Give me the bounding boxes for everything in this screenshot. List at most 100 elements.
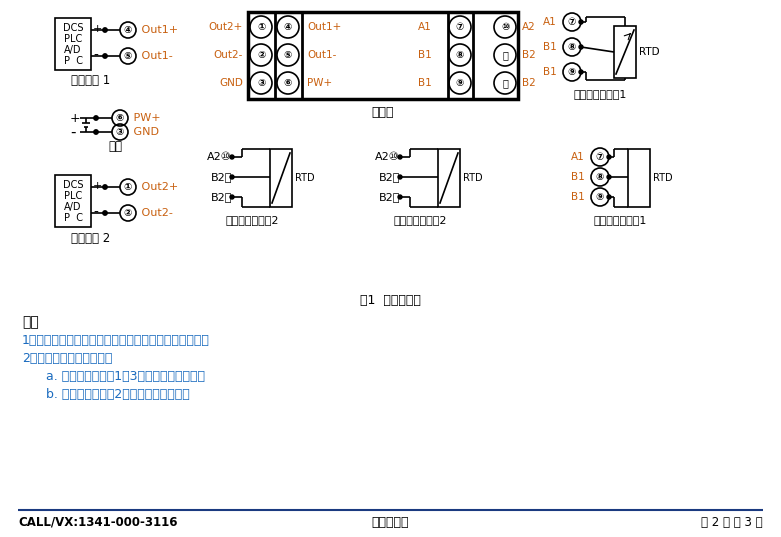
Text: b. 输出最小值：与2脚相连的导线断线。: b. 输出最小值：与2脚相连的导线断线。 bbox=[22, 388, 190, 401]
Text: 信号输出 2: 信号输出 2 bbox=[71, 231, 111, 244]
Circle shape bbox=[230, 195, 234, 199]
Text: Out1-: Out1- bbox=[138, 51, 173, 61]
Text: ⑤: ⑤ bbox=[284, 50, 292, 60]
Text: Out2-: Out2- bbox=[214, 50, 243, 60]
Bar bbox=[270, 149, 292, 207]
Circle shape bbox=[579, 45, 583, 49]
Text: ⑥: ⑥ bbox=[284, 78, 292, 88]
Text: ⑤: ⑤ bbox=[124, 51, 132, 61]
Text: PLC: PLC bbox=[64, 34, 82, 44]
Text: DCS: DCS bbox=[62, 23, 84, 33]
Text: B1: B1 bbox=[418, 78, 432, 88]
Text: +: + bbox=[93, 24, 102, 34]
Text: ⑨: ⑨ bbox=[596, 192, 604, 202]
Text: 电源: 电源 bbox=[108, 140, 122, 153]
Circle shape bbox=[94, 130, 98, 134]
Text: B2⑫: B2⑫ bbox=[211, 192, 232, 202]
Circle shape bbox=[103, 185, 107, 189]
Text: 注：: 注： bbox=[22, 315, 39, 329]
Text: ③: ③ bbox=[116, 127, 124, 137]
Circle shape bbox=[398, 195, 402, 199]
Text: GND: GND bbox=[219, 78, 243, 88]
Circle shape bbox=[230, 175, 234, 179]
Text: ⑧: ⑧ bbox=[456, 50, 464, 60]
Text: 顶视图: 顶视图 bbox=[372, 106, 394, 120]
Text: ⑨: ⑨ bbox=[568, 67, 576, 77]
Circle shape bbox=[230, 155, 234, 159]
Text: ⑨: ⑨ bbox=[456, 78, 464, 88]
Circle shape bbox=[579, 20, 583, 24]
Text: A2: A2 bbox=[522, 22, 536, 32]
Text: 深圳晨安瑞: 深圳晨安瑞 bbox=[371, 516, 408, 528]
Text: 两线热电阻输入1: 两线热电阻输入1 bbox=[594, 215, 647, 225]
Text: A1: A1 bbox=[571, 152, 585, 162]
Bar bbox=[55, 18, 91, 70]
Text: PW+: PW+ bbox=[130, 113, 161, 123]
Text: a. 输出最大值：与1或3脚相连的导线断线；: a. 输出最大值：与1或3脚相连的导线断线； bbox=[22, 369, 205, 382]
Bar bbox=[614, 26, 636, 78]
Text: ⑧: ⑧ bbox=[568, 42, 576, 52]
Text: RTD: RTD bbox=[653, 173, 672, 183]
Bar bbox=[248, 12, 518, 99]
Text: Out2-: Out2- bbox=[138, 208, 173, 218]
Text: B1: B1 bbox=[418, 50, 432, 60]
Text: ⑪: ⑪ bbox=[502, 50, 508, 60]
Circle shape bbox=[579, 70, 583, 74]
Text: ④: ④ bbox=[124, 25, 132, 35]
Text: ②: ② bbox=[124, 208, 132, 218]
Text: Out1+: Out1+ bbox=[138, 25, 178, 35]
Circle shape bbox=[94, 116, 98, 120]
Text: B2⑪: B2⑪ bbox=[379, 172, 400, 182]
Text: +: + bbox=[93, 181, 102, 191]
Circle shape bbox=[607, 195, 611, 199]
Text: -: - bbox=[70, 125, 76, 140]
Text: P  C: P C bbox=[63, 213, 83, 223]
Text: Out2+: Out2+ bbox=[209, 22, 243, 32]
Text: ②: ② bbox=[257, 50, 265, 60]
Text: A/D: A/D bbox=[64, 202, 82, 212]
Text: Out1-: Out1- bbox=[307, 50, 337, 60]
Text: 1、两线，三线或四线热电阻输入时，分别参看接线图。: 1、两线，三线或四线热电阻输入时，分别参看接线图。 bbox=[22, 333, 210, 346]
Text: 2、三线热电阻断线检测：: 2、三线热电阻断线检测： bbox=[22, 352, 112, 365]
Text: 三线热电阻输入2: 三线热电阻输入2 bbox=[394, 215, 447, 225]
Text: A1: A1 bbox=[544, 17, 557, 27]
Circle shape bbox=[607, 155, 611, 159]
Text: 两线热电阻输入2: 两线热电阻输入2 bbox=[225, 215, 279, 225]
Text: B2⑫: B2⑫ bbox=[379, 192, 400, 202]
Text: RTD: RTD bbox=[295, 173, 315, 183]
Text: ⑫: ⑫ bbox=[502, 78, 508, 88]
Text: B2: B2 bbox=[522, 50, 536, 60]
Circle shape bbox=[103, 28, 107, 32]
Text: -: - bbox=[93, 49, 98, 63]
Circle shape bbox=[398, 155, 402, 159]
Text: GND: GND bbox=[130, 127, 159, 137]
Bar bbox=[438, 149, 460, 207]
Bar bbox=[628, 149, 650, 207]
Circle shape bbox=[103, 211, 107, 215]
Text: ⑩: ⑩ bbox=[501, 22, 509, 32]
Text: PLC: PLC bbox=[64, 191, 82, 201]
Text: RTD: RTD bbox=[639, 47, 660, 57]
Text: ⑧: ⑧ bbox=[596, 172, 604, 182]
Text: ⑥: ⑥ bbox=[116, 113, 124, 123]
Text: 信号输出 1: 信号输出 1 bbox=[71, 75, 111, 88]
Text: ①: ① bbox=[257, 22, 265, 32]
Text: 第 2 页 共 3 页: 第 2 页 共 3 页 bbox=[701, 516, 763, 528]
Text: P  C: P C bbox=[63, 56, 83, 66]
Text: Out2+: Out2+ bbox=[138, 182, 178, 192]
Text: B1: B1 bbox=[544, 42, 557, 52]
Text: A2⑩: A2⑩ bbox=[207, 152, 232, 162]
Text: +: + bbox=[70, 112, 80, 125]
Text: ④: ④ bbox=[284, 22, 292, 32]
Text: DCS: DCS bbox=[62, 180, 84, 190]
Text: B2: B2 bbox=[522, 78, 536, 88]
Text: CALL/VX:1341-000-3116: CALL/VX:1341-000-3116 bbox=[18, 516, 177, 528]
Text: Out1+: Out1+ bbox=[307, 22, 341, 32]
Text: ③: ③ bbox=[257, 78, 265, 88]
Text: PW+: PW+ bbox=[307, 78, 332, 88]
Text: RTD: RTD bbox=[463, 173, 483, 183]
Text: B1: B1 bbox=[544, 67, 557, 77]
Circle shape bbox=[103, 54, 107, 58]
Circle shape bbox=[607, 175, 611, 179]
Text: 三线热电阻输入1: 三线热电阻输入1 bbox=[573, 89, 626, 99]
